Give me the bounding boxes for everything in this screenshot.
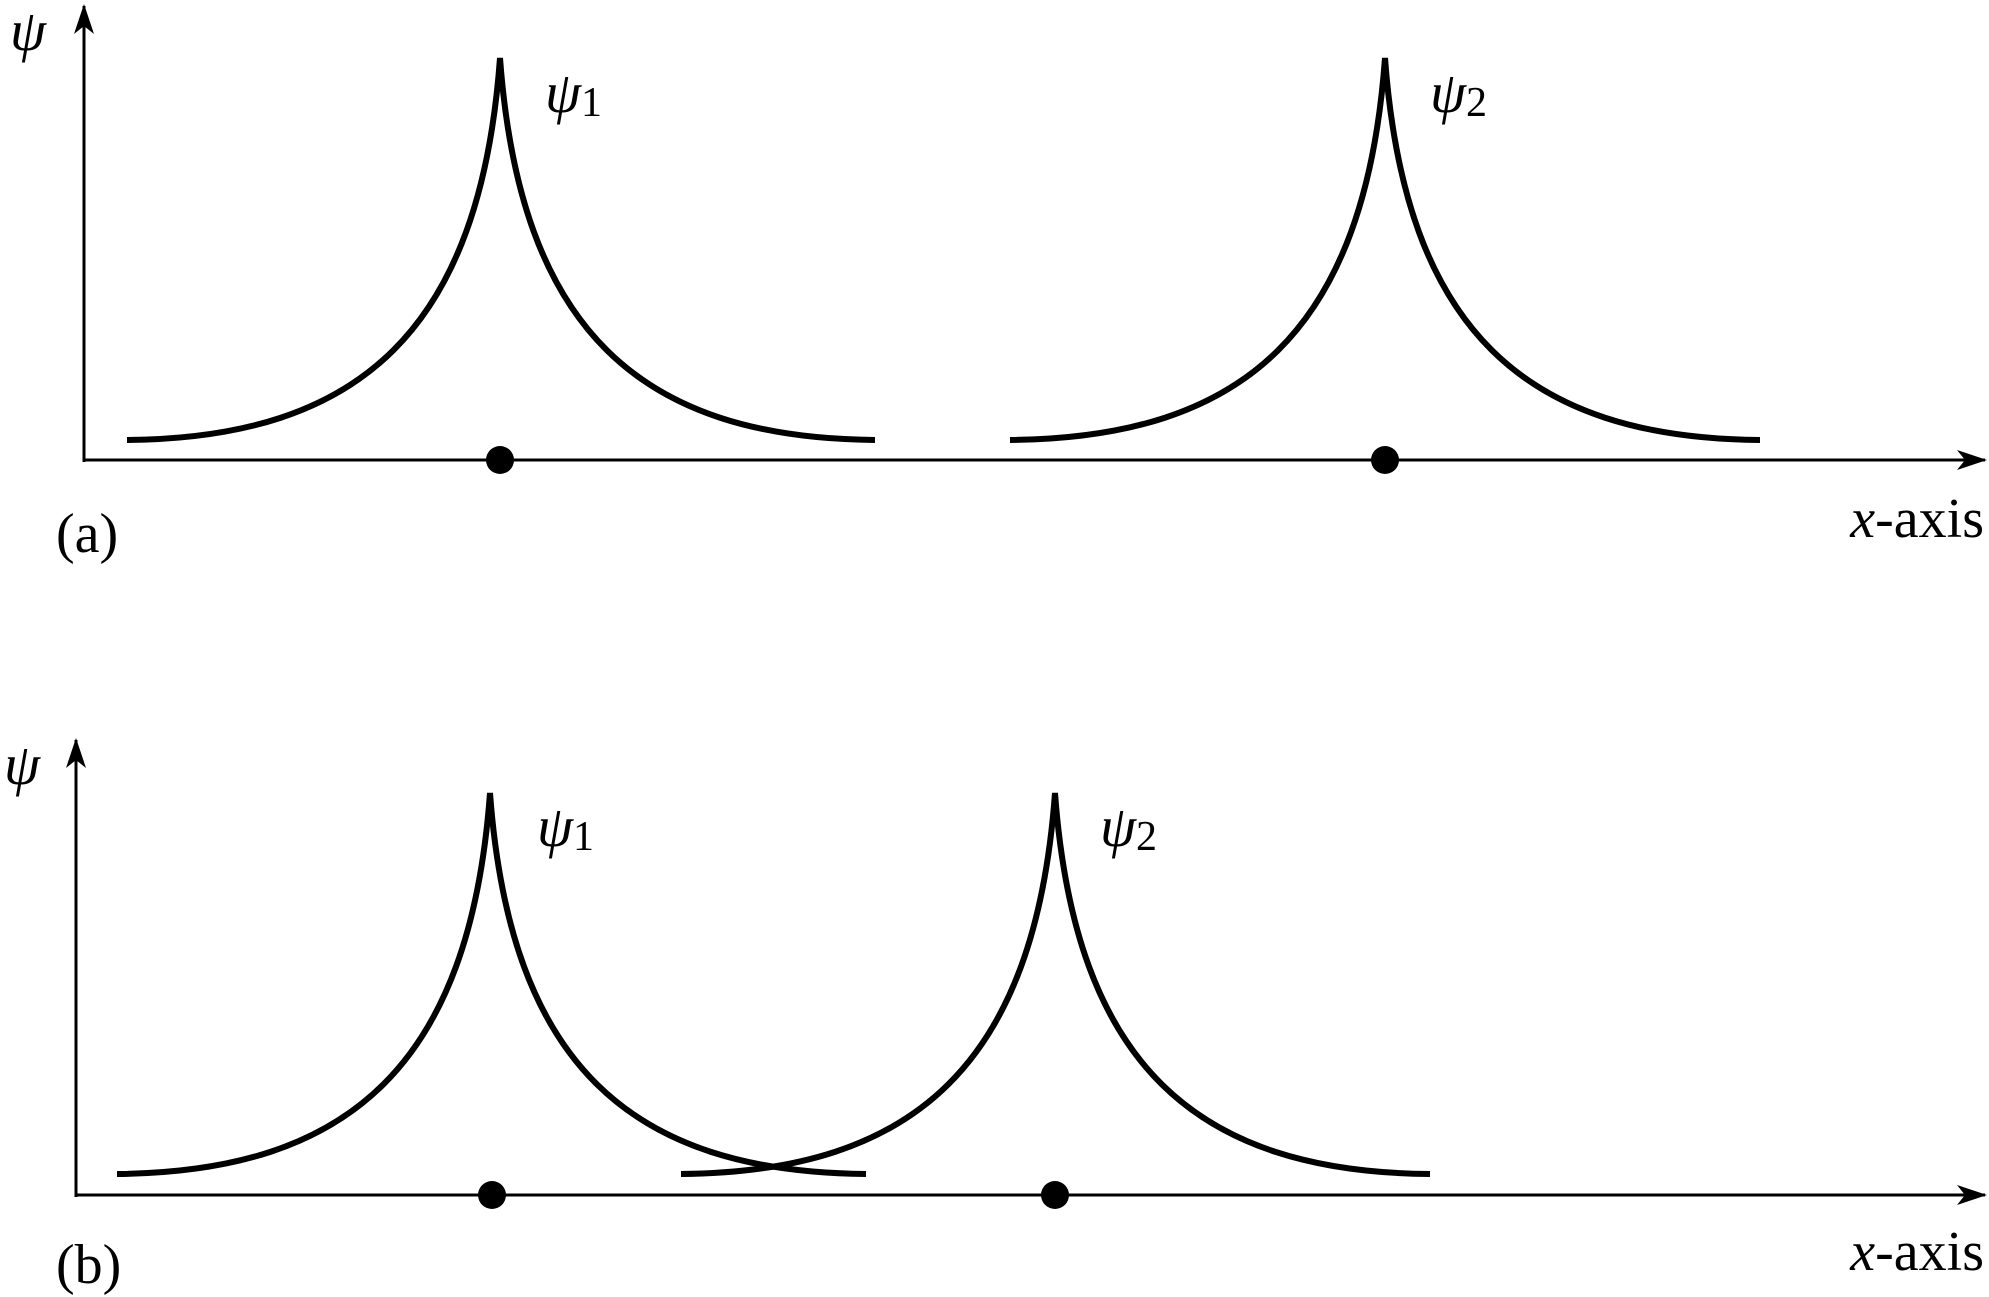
- psi1-label-b: ψ1: [537, 794, 594, 860]
- x-axis-var-a: x: [1849, 488, 1875, 550]
- psi2-label-b: ψ2: [1100, 794, 1157, 860]
- nucleus-2-a: [1371, 446, 1399, 474]
- psi2-subscript-a: 2: [1466, 80, 1487, 126]
- psi2-symbol-a: ψ: [1430, 60, 1467, 125]
- psi1-subscript-a: 1: [581, 80, 602, 126]
- psi2-curve-b: [680, 792, 1431, 1177]
- panel-b: ψ ψ1 ψ2 (b) x-axis: [4, 732, 1987, 1296]
- psi1-subscript-b: 1: [573, 814, 594, 860]
- psi2-symbol-b: ψ: [1100, 794, 1137, 859]
- x-axis-rest-a: -axis: [1875, 488, 1984, 550]
- panel-a: ψ ψ1 ψ2 (a) x-axis: [10, 0, 1987, 565]
- nucleus-2-b: [1041, 1181, 1069, 1209]
- psi1-symbol-b: ψ: [537, 794, 574, 859]
- nucleus-1-b: [478, 1181, 506, 1209]
- psi2-curve-a: [1009, 57, 1761, 443]
- x-axis-rest-b: -axis: [1875, 1221, 1984, 1283]
- x-axis-var-b: x: [1849, 1221, 1875, 1283]
- x-axis-label-b: x-axis: [1849, 1221, 1984, 1283]
- psi1-curve-b: [116, 792, 867, 1177]
- psi1-curve-a: [126, 57, 876, 443]
- y-axis-label-a: ψ: [10, 0, 47, 63]
- psi2-subscript-b: 2: [1136, 814, 1157, 860]
- y-axis-label-b: ψ: [4, 732, 41, 797]
- psi2-label-a: ψ2: [1430, 60, 1487, 126]
- x-axis-label-a: x-axis: [1849, 488, 1984, 550]
- panel-label-b: (b): [56, 1234, 121, 1296]
- psi1-symbol-a: ψ: [545, 60, 582, 125]
- panel-label-a: (a): [56, 503, 118, 565]
- psi1-label-a: ψ1: [545, 60, 602, 126]
- nucleus-1-a: [486, 446, 514, 474]
